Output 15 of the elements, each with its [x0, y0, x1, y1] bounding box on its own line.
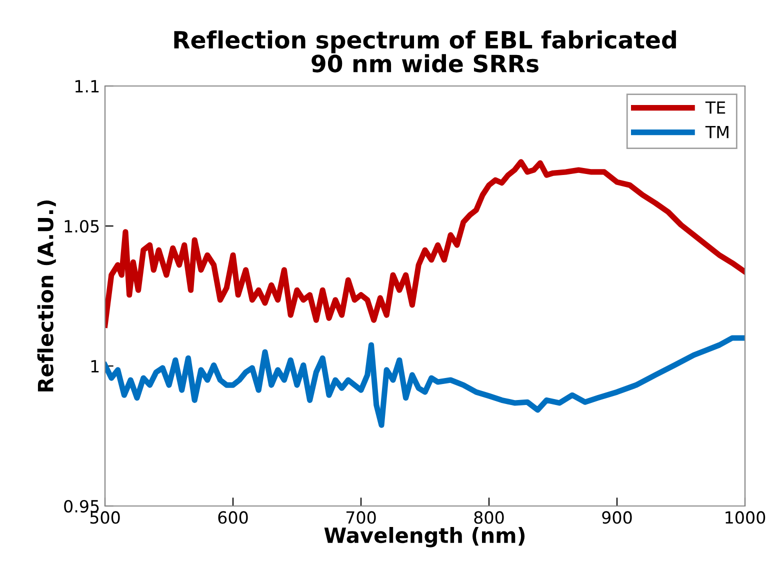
y-tick-label: 0.95 [64, 500, 99, 513]
y-axis-title: Reflection (A.U.) [37, 200, 56, 392]
x-axis-title: Wavelength (nm) [324, 526, 525, 548]
chart-title: Reflection spectrum of EBL fabricated 90 nm wide SRRs [174, 30, 676, 72]
y-tick-label: 1 [91, 360, 99, 372]
legend-label: TM [705, 126, 728, 138]
y-tick-label: 1.1 [75, 80, 99, 92]
x-tick-label: 1000 [726, 511, 766, 524]
y-tick-label: 1.05 [64, 220, 99, 233]
x-tick-label: 600 [218, 511, 248, 524]
x-tick-label: 500 [90, 511, 120, 524]
x-tick-label: 800 [474, 511, 504, 524]
legend-label: TE [705, 102, 726, 114]
x-tick-label: 900 [602, 511, 632, 524]
x-tick-label: 700 [346, 511, 376, 524]
